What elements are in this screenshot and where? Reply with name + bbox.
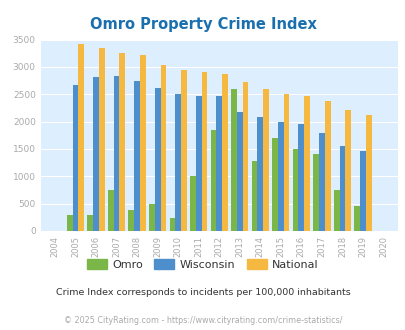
- Bar: [113, 76, 119, 231]
- Bar: [190, 176, 195, 231]
- Bar: [210, 130, 216, 231]
- Bar: [324, 101, 330, 231]
- Bar: [298, 124, 303, 231]
- Bar: [359, 150, 365, 231]
- Bar: [195, 96, 201, 231]
- Bar: [72, 85, 78, 231]
- Bar: [292, 149, 298, 231]
- Bar: [87, 214, 93, 231]
- Bar: [271, 138, 277, 231]
- Bar: [216, 96, 222, 231]
- Bar: [354, 206, 359, 231]
- Bar: [303, 96, 309, 231]
- Text: Crime Index corresponds to incidents per 100,000 inhabitants: Crime Index corresponds to incidents per…: [55, 287, 350, 297]
- Bar: [262, 89, 268, 231]
- Bar: [149, 204, 154, 231]
- Bar: [242, 82, 248, 231]
- Legend: Omro, Wisconsin, National: Omro, Wisconsin, National: [82, 255, 323, 274]
- Text: Omro Property Crime Index: Omro Property Crime Index: [90, 17, 315, 32]
- Bar: [140, 55, 145, 231]
- Bar: [154, 88, 160, 231]
- Bar: [201, 72, 207, 231]
- Bar: [277, 122, 283, 231]
- Bar: [175, 94, 181, 231]
- Bar: [283, 94, 289, 231]
- Bar: [169, 218, 175, 231]
- Bar: [222, 74, 227, 231]
- Bar: [230, 89, 236, 231]
- Bar: [345, 110, 350, 231]
- Bar: [128, 210, 134, 231]
- Bar: [119, 53, 125, 231]
- Bar: [93, 77, 99, 231]
- Bar: [333, 190, 339, 231]
- Bar: [160, 65, 166, 231]
- Bar: [257, 117, 262, 231]
- Bar: [78, 44, 84, 231]
- Bar: [236, 112, 242, 231]
- Bar: [134, 81, 140, 231]
- Bar: [181, 70, 186, 231]
- Bar: [99, 49, 104, 231]
- Bar: [318, 133, 324, 231]
- Bar: [67, 214, 72, 231]
- Bar: [365, 115, 371, 231]
- Bar: [251, 161, 257, 231]
- Bar: [313, 154, 318, 231]
- Bar: [108, 190, 113, 231]
- Text: © 2025 CityRating.com - https://www.cityrating.com/crime-statistics/: © 2025 CityRating.com - https://www.city…: [64, 315, 341, 325]
- Bar: [339, 146, 345, 231]
